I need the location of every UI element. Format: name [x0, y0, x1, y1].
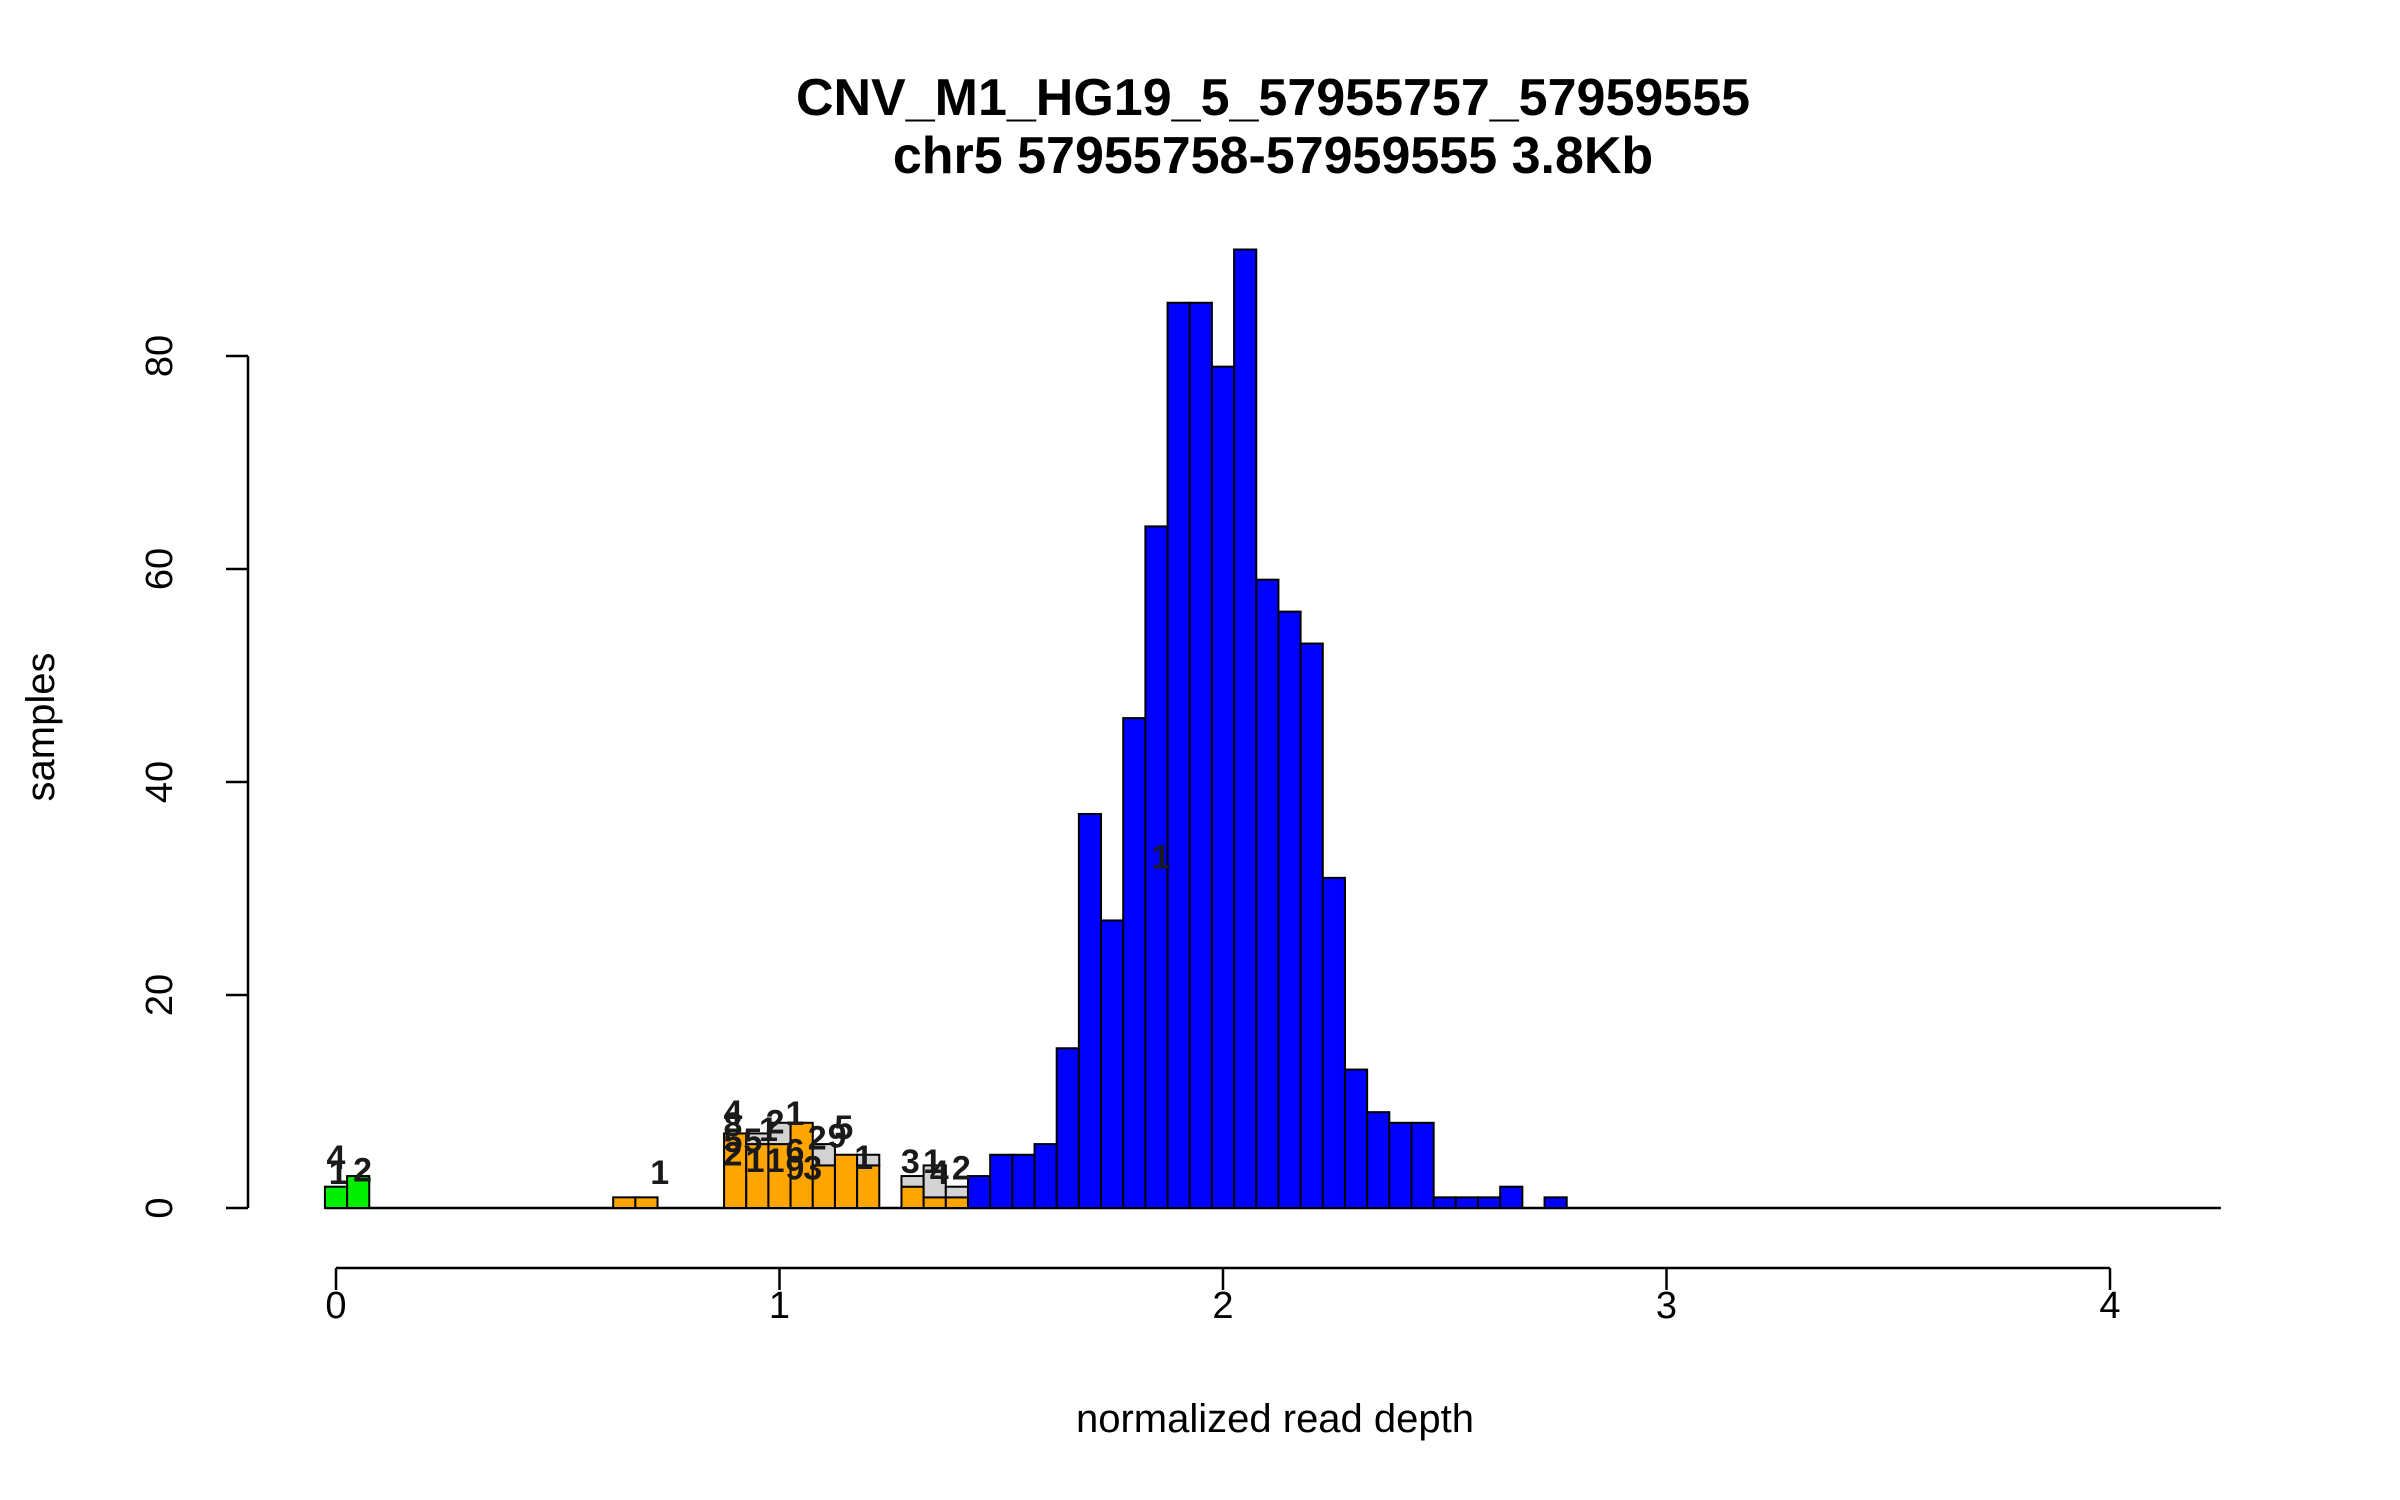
bar-39-seg-0-blue — [1543, 1196, 1568, 1209]
bar-29-seg-0-blue — [1299, 642, 1324, 1209]
bar-3-seg-0-orange — [634, 1196, 659, 1209]
bar-25-seg-0-blue — [1210, 365, 1236, 1209]
annotation-20: 1 — [854, 1139, 873, 1177]
x-tick-label-0: 0 — [325, 1285, 346, 1327]
y-tick-label-20: 20 — [139, 974, 181, 1016]
x-tick-label-1: 1 — [769, 1285, 790, 1327]
annotation-16: 3 — [803, 1150, 822, 1188]
bar-20-seg-0-blue — [1100, 919, 1125, 1209]
annotation-10: 1 — [746, 1142, 765, 1180]
annotation-19: 5 — [834, 1109, 853, 1147]
bar-18-seg-0-blue — [1055, 1047, 1080, 1209]
bar-38-seg-0-blue — [1499, 1185, 1524, 1209]
y-tick-label-40: 40 — [139, 761, 181, 803]
y-tick-label-0: 0 — [139, 1197, 181, 1218]
annotation-24: 2 — [952, 1150, 971, 1188]
annotation-13: 1 — [786, 1095, 805, 1133]
bar-27-seg-0-blue — [1255, 578, 1280, 1209]
bar-28-seg-0-blue — [1277, 610, 1302, 1209]
bar-13-seg-1-gray — [944, 1185, 969, 1199]
annotation-9: 1 — [759, 1111, 778, 1149]
y-axis-label: samples — [19, 653, 63, 802]
annotation-4: 4 — [723, 1094, 742, 1132]
bar-1-seg-0-green — [346, 1175, 371, 1210]
annotation-23: 4 — [930, 1154, 949, 1192]
annotation-15: 9 — [786, 1150, 805, 1188]
annotation-14: 6 — [786, 1132, 805, 1170]
bar-36-seg-0-blue — [1454, 1196, 1480, 1209]
bar-11-seg-0-orange — [900, 1185, 925, 1209]
bar-26-seg-0-blue — [1233, 248, 1258, 1209]
x-tick-label-3: 3 — [1656, 1285, 1677, 1327]
bar-12-seg-0-orange — [922, 1196, 947, 1209]
chart-title: CNV_M1_HG19_5_57955757_57959555 — [796, 69, 1750, 127]
annotation-6: 5 — [723, 1122, 742, 1160]
y-tick-label-80: 80 — [139, 335, 181, 377]
bar-15-seg-0-blue — [989, 1153, 1014, 1209]
bar-23-seg-0-blue — [1166, 301, 1191, 1209]
bar-17-seg-0-blue — [1033, 1143, 1058, 1209]
bar-14-seg-0-blue — [966, 1175, 992, 1210]
bar-16-seg-0-blue — [1011, 1153, 1036, 1209]
annotation-2: 2 — [353, 1152, 372, 1190]
x-tick-label-2: 2 — [1212, 1285, 1233, 1327]
bar-24-seg-0-blue — [1188, 301, 1213, 1209]
bar-2-seg-0-orange — [612, 1196, 637, 1209]
bar-10-seg-1-gray — [856, 1153, 881, 1167]
y-tick-label-60: 60 — [139, 548, 181, 590]
annotation-0: 4 — [327, 1139, 346, 1177]
histogram-bars — [323, 248, 2221, 1210]
chart-subtitle: chr5 57955758-57959555 3.8Kb — [893, 127, 1653, 185]
annotation-7: 2 — [723, 1136, 742, 1174]
annotation-11: 2 — [766, 1104, 785, 1142]
bar-31-seg-0-blue — [1343, 1068, 1369, 1210]
annotation-17: 2 — [808, 1120, 827, 1158]
bar-19-seg-0-blue — [1077, 812, 1103, 1209]
annotation-25: 1 — [1151, 839, 1170, 877]
x-axis-label: normalized read depth — [1076, 1397, 1474, 1441]
bar-12-seg-1-gray — [922, 1164, 947, 1199]
bar-13-seg-0-orange — [944, 1196, 969, 1209]
bar-30-seg-0-blue — [1321, 876, 1346, 1209]
annotation-1: 1 — [329, 1154, 348, 1192]
annotation-3: 1 — [650, 1154, 669, 1192]
annotation-21: 3 — [901, 1143, 920, 1181]
annotation-18: 9 — [828, 1118, 847, 1156]
annotation-22: 1 — [923, 1143, 942, 1181]
annotation-12: 1 — [766, 1142, 785, 1180]
bar-32-seg-0-blue — [1366, 1111, 1391, 1210]
x-tick-label-4: 4 — [2099, 1285, 2120, 1327]
annotation-5: 8 — [723, 1106, 742, 1144]
bar-34-seg-0-blue — [1410, 1121, 1435, 1210]
bar-33-seg-0-blue — [1388, 1121, 1413, 1210]
annotation-8: 5 — [743, 1122, 762, 1160]
bar-21-seg-0-blue — [1122, 717, 1147, 1209]
bar-37-seg-0-blue — [1477, 1196, 1502, 1209]
bar-35-seg-0-blue — [1432, 1196, 1457, 1209]
